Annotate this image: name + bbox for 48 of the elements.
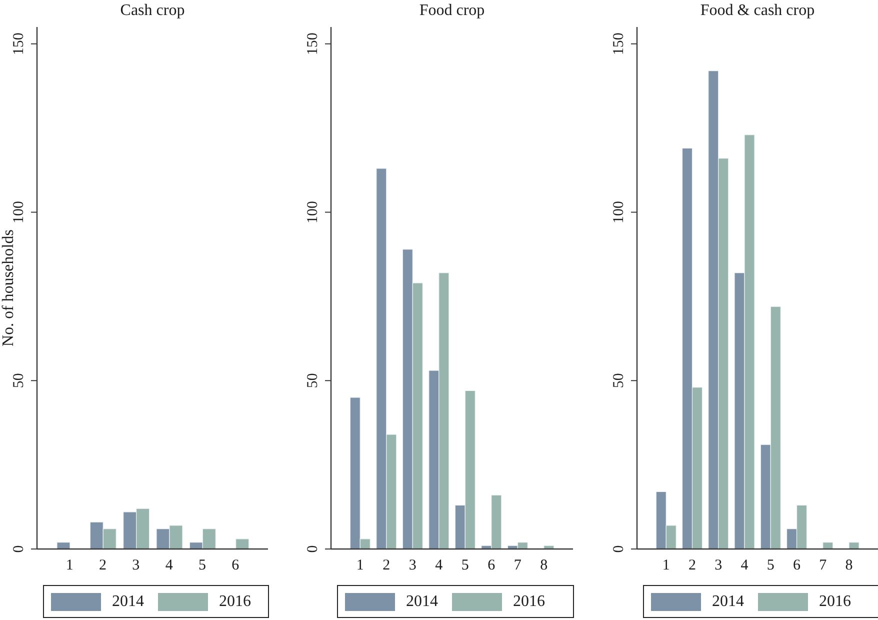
y-tick-label: 150 bbox=[611, 32, 627, 56]
y-tick-label: 100 bbox=[611, 200, 627, 224]
x-tick-label: 2 bbox=[382, 558, 390, 574]
chart-title: Food & cash crop bbox=[699, 1, 816, 21]
chart-title: Food crop bbox=[418, 1, 486, 21]
y-tick-label: 150 bbox=[305, 32, 321, 56]
bar bbox=[848, 542, 860, 549]
x-tick-label: 3 bbox=[714, 558, 722, 574]
legend-label: 2016 bbox=[219, 592, 251, 610]
x-tick-label: 4 bbox=[435, 558, 444, 574]
x-tick-label: 8 bbox=[845, 558, 853, 574]
x-tick-label: 8 bbox=[540, 558, 548, 574]
x-tick-label: 2 bbox=[99, 558, 106, 574]
y-tick-label: 50 bbox=[305, 373, 321, 388]
x-tick-label: 5 bbox=[198, 558, 206, 574]
bar bbox=[56, 542, 70, 549]
bar bbox=[822, 542, 834, 549]
x-tick-label: 1 bbox=[66, 558, 74, 574]
chart-title: Cash crop bbox=[119, 1, 186, 21]
y-tick-label: 100 bbox=[305, 200, 321, 224]
x-tick-label: 4 bbox=[165, 558, 174, 574]
y-axis-title: No. of households bbox=[0, 230, 17, 346]
x-tick-label: 7 bbox=[819, 558, 828, 574]
legend-label: 2016 bbox=[819, 592, 851, 610]
x-tick-label: 7 bbox=[514, 558, 522, 574]
x-tick-label: 6 bbox=[232, 558, 240, 574]
x-tick-label: 6 bbox=[792, 558, 801, 574]
y-tick-label: 0 bbox=[11, 545, 27, 553]
x-tick-label: 2 bbox=[688, 558, 696, 574]
bar bbox=[236, 538, 250, 549]
legend-label: 2016 bbox=[513, 592, 545, 610]
x-tick-label: 4 bbox=[740, 558, 749, 574]
x-tick-label: 5 bbox=[461, 558, 469, 574]
x-tick-label: 6 bbox=[488, 558, 496, 574]
y-tick-label: 50 bbox=[611, 373, 627, 388]
x-tick-label: 3 bbox=[132, 558, 140, 574]
x-tick-label: 1 bbox=[356, 558, 364, 574]
y-tick-label: 0 bbox=[611, 545, 627, 553]
legend-label: 2014 bbox=[406, 592, 438, 610]
y-tick-label: 0 bbox=[305, 545, 321, 553]
x-tick-label: 1 bbox=[662, 558, 670, 574]
x-tick-label: 5 bbox=[766, 558, 774, 574]
y-tick-label: 50 bbox=[11, 373, 27, 388]
legend-label: 2014 bbox=[712, 592, 744, 610]
y-tick-label: 100 bbox=[11, 200, 27, 224]
x-tick-label: 3 bbox=[408, 558, 416, 574]
legend-label: 2014 bbox=[112, 592, 144, 610]
y-tick-label: 150 bbox=[11, 32, 27, 56]
